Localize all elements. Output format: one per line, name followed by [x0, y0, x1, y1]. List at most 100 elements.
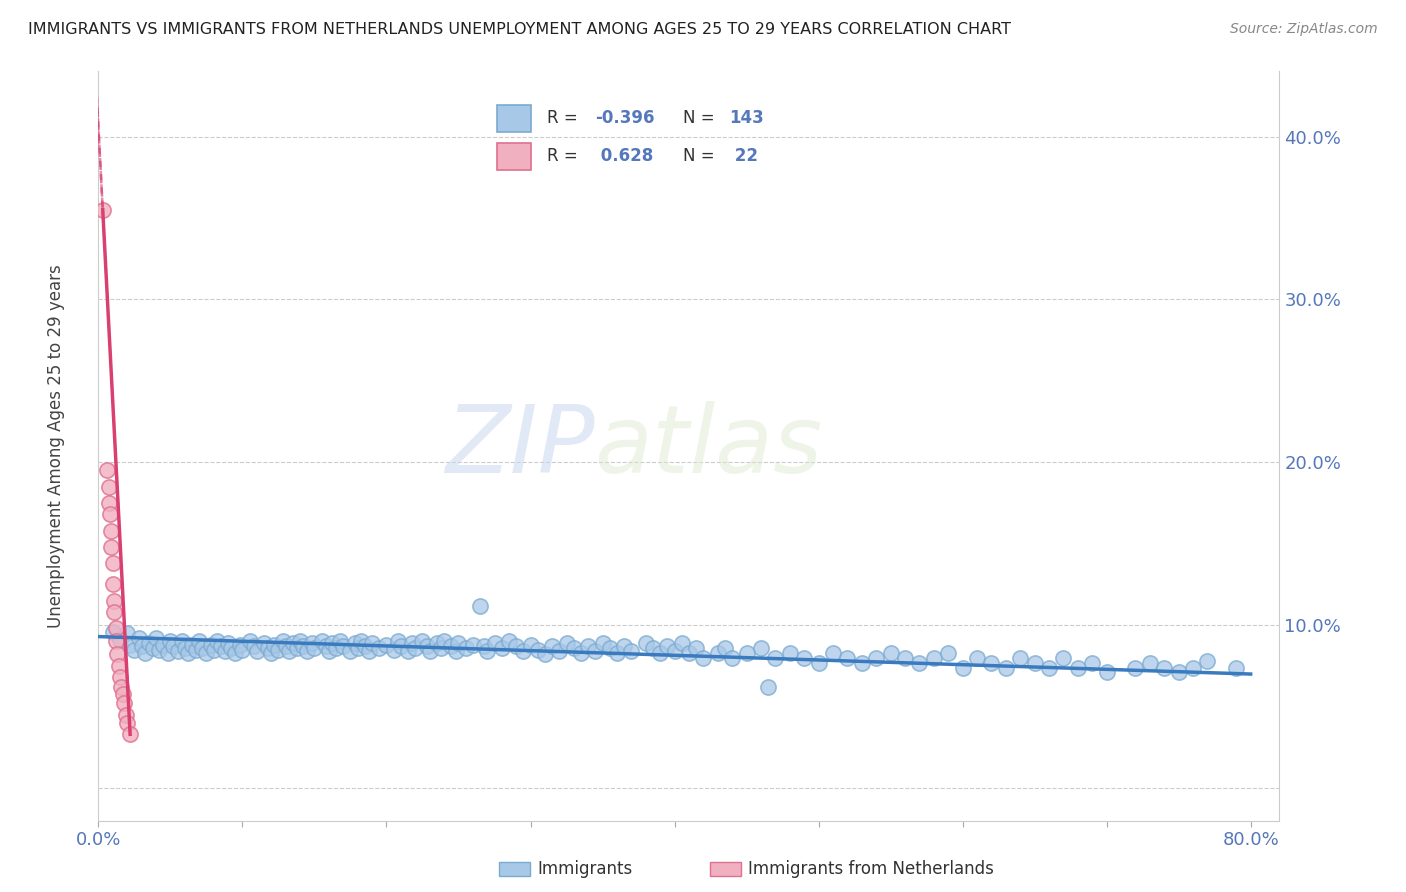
Point: [474, 640, 496, 654]
Point: [498, 634, 520, 648]
Text: atlas: atlas: [595, 401, 823, 491]
Point: [205, 634, 228, 648]
Point: [346, 640, 368, 655]
Point: [107, 659, 129, 673]
Point: [1225, 660, 1247, 674]
Point: [444, 644, 467, 658]
Point: [134, 646, 156, 660]
Point: [706, 646, 728, 660]
Point: [980, 656, 1002, 670]
Point: [243, 640, 266, 654]
Point: [219, 640, 242, 655]
Point: [108, 632, 131, 647]
Point: [468, 599, 491, 613]
Text: R =: R =: [547, 147, 583, 165]
Point: [291, 640, 314, 654]
Point: [583, 644, 606, 658]
Point: [555, 636, 578, 650]
Point: [112, 697, 135, 711]
Point: [202, 642, 225, 657]
Point: [97, 496, 120, 510]
Point: [952, 660, 974, 674]
Point: [477, 644, 499, 658]
Point: [97, 480, 120, 494]
Point: [120, 727, 142, 741]
Text: N =: N =: [683, 109, 720, 128]
Point: [894, 650, 917, 665]
Point: [401, 636, 423, 650]
Point: [389, 640, 412, 654]
Point: [131, 640, 153, 654]
Point: [461, 638, 484, 652]
Point: [1052, 650, 1074, 665]
Point: [332, 640, 354, 654]
Point: [922, 650, 945, 665]
Point: [433, 634, 456, 648]
Text: 143: 143: [730, 109, 765, 128]
Point: [224, 646, 246, 660]
Point: [419, 644, 441, 658]
Point: [318, 644, 340, 658]
Point: [100, 540, 122, 554]
Point: [936, 646, 959, 660]
Point: [620, 644, 643, 658]
Point: [142, 640, 165, 655]
Point: [108, 670, 131, 684]
Point: [671, 636, 693, 650]
Point: [105, 648, 128, 662]
Point: [156, 646, 179, 660]
Point: [375, 638, 398, 652]
Point: [411, 634, 433, 648]
Point: [162, 640, 184, 654]
Point: [239, 634, 262, 648]
Point: [505, 640, 527, 654]
Point: [1010, 650, 1032, 665]
Point: [569, 646, 592, 660]
Text: Source: ZipAtlas.com: Source: ZipAtlas.com: [1230, 22, 1378, 37]
Point: [325, 640, 347, 655]
Point: [1095, 665, 1118, 680]
Point: [526, 642, 548, 657]
Point: [491, 640, 513, 655]
Point: [246, 644, 269, 658]
Point: [214, 644, 236, 658]
Point: [209, 640, 232, 654]
Point: [966, 650, 988, 665]
Point: [1081, 656, 1104, 670]
Point: [339, 644, 361, 658]
Point: [103, 593, 125, 607]
Point: [1067, 660, 1090, 674]
Point: [1153, 660, 1175, 674]
Point: [114, 707, 136, 722]
Point: [260, 646, 283, 660]
Point: [763, 650, 786, 665]
Point: [253, 636, 276, 650]
Point: [779, 646, 801, 660]
Point: [592, 636, 614, 650]
Point: [685, 640, 707, 655]
Point: [354, 640, 377, 654]
Point: [277, 644, 299, 658]
Point: [120, 638, 142, 652]
Point: [315, 640, 337, 654]
Point: [186, 642, 208, 657]
Point: [994, 660, 1017, 674]
Point: [271, 634, 294, 648]
Point: [231, 642, 253, 657]
Text: N =: N =: [683, 147, 720, 165]
Point: [1139, 656, 1161, 670]
Point: [721, 650, 744, 665]
Point: [281, 636, 304, 650]
Point: [263, 638, 285, 652]
Point: [301, 636, 323, 650]
Text: Immigrants from Netherlands: Immigrants from Netherlands: [748, 860, 994, 878]
Point: [368, 640, 391, 655]
Point: [111, 687, 134, 701]
Point: [104, 634, 127, 648]
Point: [329, 634, 352, 648]
Point: [447, 636, 470, 650]
Point: [599, 640, 621, 655]
Point: [1038, 660, 1060, 674]
Point: [735, 646, 758, 660]
Point: [426, 636, 449, 650]
